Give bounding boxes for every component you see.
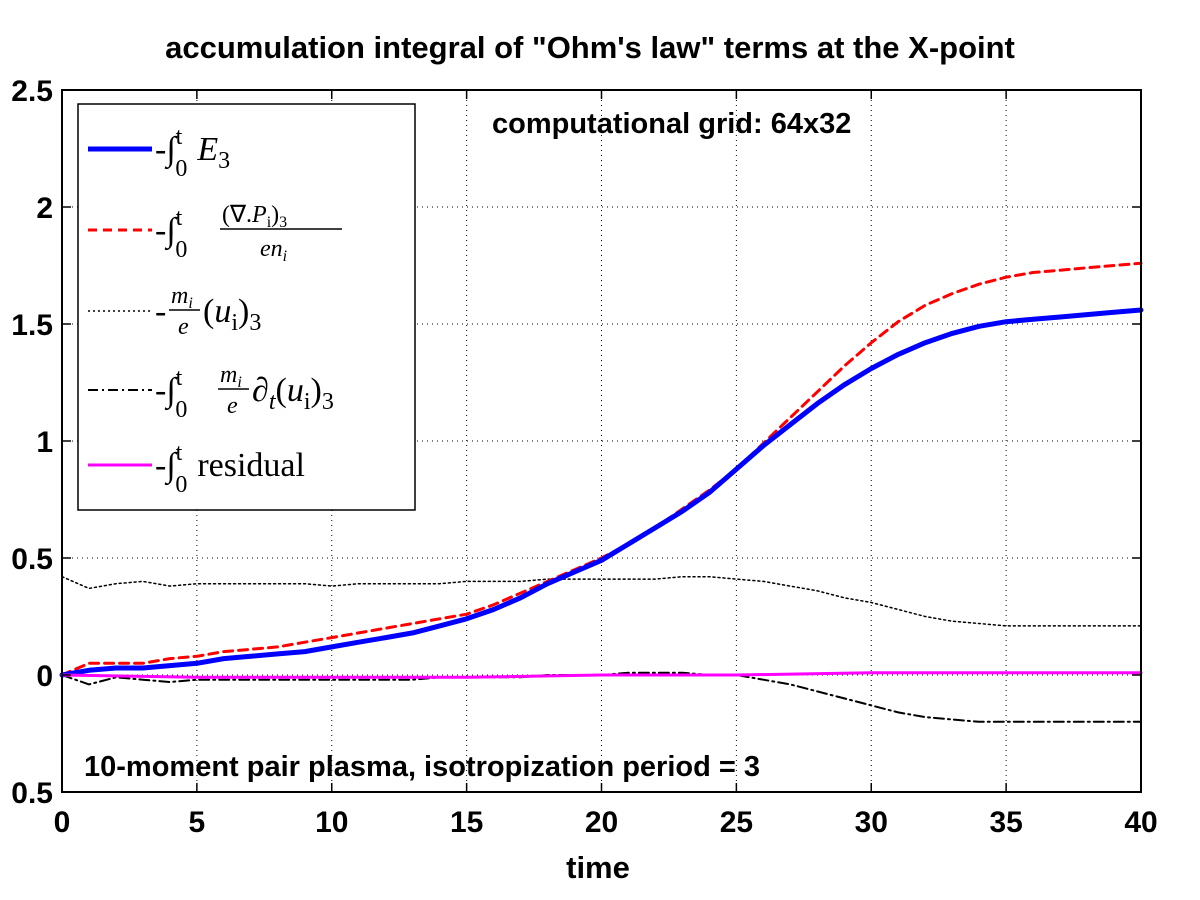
legend-label-dt-u-rest: ∂t(ui)3 [252,372,334,415]
legend: -∫t 0E3 -∫t 0 (∇.Pi)3 eni - mi e (ui)3 -∫t… [77,103,416,511]
annotation-grid-note: computational grid: 64x32 [492,108,851,140]
y-tick-label: 2.5 [11,75,53,108]
legend-label-div-p-den: eni [260,236,287,265]
series-line-2 [61,575,1142,627]
series-layer [59,261,1144,723]
legend-label-div-p-num: (∇.Pi)3 [222,202,287,231]
chart-title: accumulation integral of "Ohm's law" ter… [165,30,1015,65]
y-tick-label: 0.5 [11,543,53,576]
y-tick-label: 0 [36,660,53,693]
legend-label-u-num: mi [171,283,193,312]
y-tick-label: 1.5 [11,309,53,342]
tick-labels: 0 5 10 15 20 25 30 35 400.500.511.522.5 [11,75,1157,839]
x-tick-label: 40 [1124,806,1157,839]
y-tick-label: 1 [36,426,53,459]
x-tick-label: 10 [315,806,348,839]
x-tick-label: 5 [189,806,206,839]
y-tick-label: 0.5 [11,777,53,810]
legend-label-u-dash: - [155,293,166,330]
ticks [61,89,1142,793]
x-tick-label: 30 [855,806,888,839]
x-tick-label: 35 [989,806,1022,839]
legend-label-u-den: e [178,314,189,340]
x-tick-label: 25 [720,806,753,839]
x-tick-label: 20 [585,806,618,839]
legend-label-dt-u-num: mi [220,362,242,391]
x-axis-label: time [566,850,630,885]
x-tick-label: 0 [54,806,71,839]
series-line-4 [60,671,1143,679]
annotation-plasma-note: 10-moment pair plasma, isotropization pe… [84,751,760,783]
series-line-0 [59,307,1144,678]
x-tick-label: 15 [450,806,483,839]
legend-label-dt-u-den: e [227,393,238,419]
legend-box [77,103,416,511]
y-tick-label: 2 [36,192,53,225]
